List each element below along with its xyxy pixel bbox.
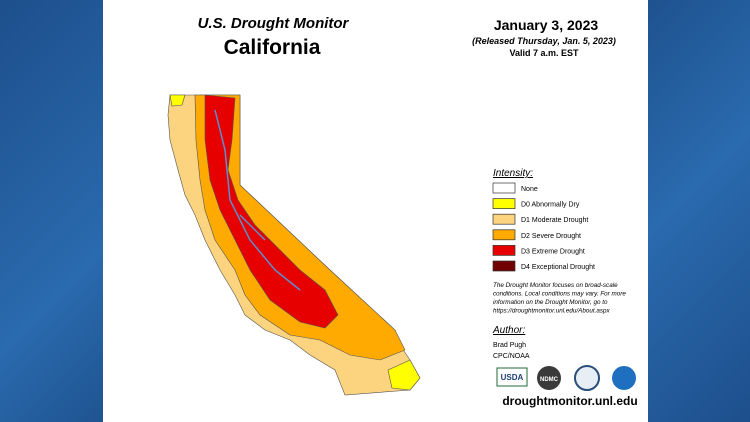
- d0-region: [387, 359, 421, 391]
- ndmc-logo: [537, 366, 561, 390]
- note: The Drought Monitor focuses on broad-sca…: [493, 282, 626, 315]
- usda-text: USDA: [501, 373, 524, 382]
- doc-logo: [574, 365, 600, 391]
- note-line: conditions. Local conditions may vary. F…: [493, 291, 626, 298]
- released: (Released Thursday, Jan. 5, 2023): [472, 36, 616, 46]
- legend-label: D2 Severe Drought: [521, 233, 581, 240]
- legend-swatch: [492, 198, 516, 209]
- rivers: [214, 109, 301, 291]
- legend-swatch: [492, 213, 516, 225]
- legend-swatch: [492, 229, 516, 241]
- noaa-logo: [612, 366, 636, 390]
- map: [167, 94, 421, 396]
- ndmc-text: NDMC: [540, 377, 559, 383]
- legend-label: D1 Moderate Drought: [521, 217, 588, 224]
- state-name: California: [224, 36, 321, 59]
- title: U.S. Drought Monitor: [198, 15, 350, 32]
- legend-label: D4 Exceptional Drought: [521, 264, 595, 271]
- d0-region-north: [169, 94, 186, 107]
- note-line: The Drought Monitor focuses on broad-sca…: [493, 282, 618, 289]
- legend-label: D3 Extreme Drought: [521, 248, 585, 255]
- legend-swatch: [492, 260, 516, 272]
- legend-label: D0 Abnormally Dry: [521, 202, 580, 209]
- note-line: https://droughtmonitor.unl.edu/About.asp…: [493, 308, 611, 315]
- author-name: Brad Pugh: [493, 342, 526, 349]
- author-org: CPC/NOAA: [493, 353, 530, 360]
- usda-logo: [496, 367, 528, 387]
- note-line: information on the Drought Monitor, go t…: [493, 299, 608, 306]
- legend: None D0 Abnormally Dry D1 Moderate Drought…: [492, 182, 595, 272]
- d2-region: [194, 94, 406, 361]
- author-title: Author:: [492, 325, 525, 336]
- d3-region: [204, 94, 339, 329]
- valid: Valid 7 a.m. EST: [509, 48, 579, 58]
- legend-swatch: [492, 182, 516, 194]
- date: January 3, 2023: [494, 17, 599, 33]
- url: droughtmonitor.unl.edu: [502, 394, 637, 408]
- legend-swatch: [492, 245, 516, 256]
- legend-label: None: [521, 186, 538, 193]
- legend-title: Intensity:: [493, 168, 533, 179]
